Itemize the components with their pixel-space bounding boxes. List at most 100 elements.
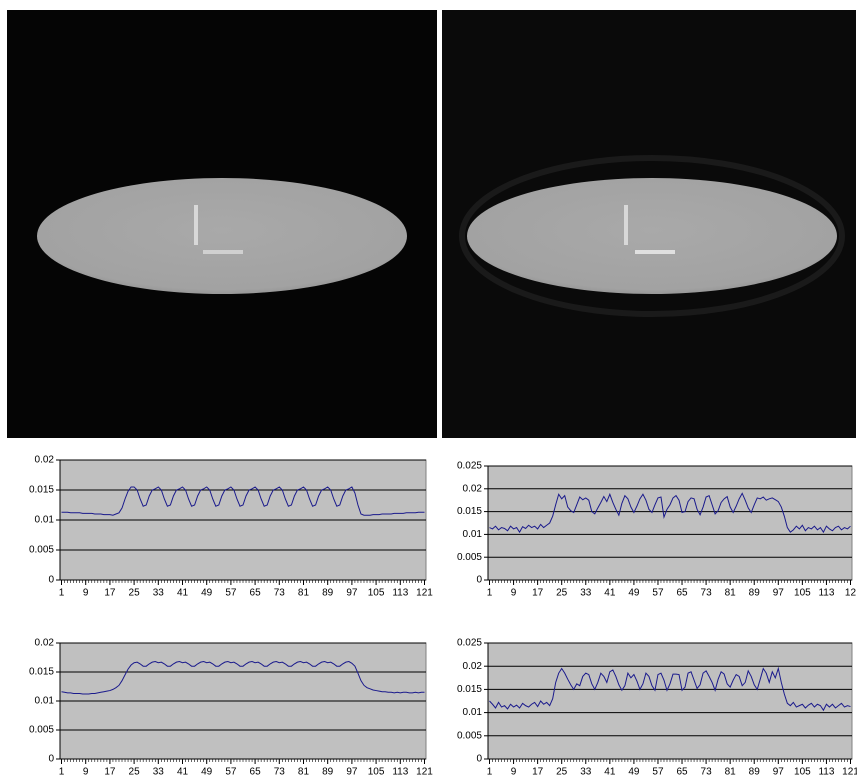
y-tick-label: 0.005 bbox=[29, 545, 54, 556]
left-image bbox=[7, 10, 437, 438]
divider bbox=[438, 10, 441, 438]
x-tick-label: 49 bbox=[201, 588, 213, 599]
plot-area bbox=[487, 642, 853, 760]
x-tick-label: 49 bbox=[628, 767, 640, 778]
phantom-bar bbox=[635, 250, 675, 254]
x-tick-label: 9 bbox=[511, 588, 517, 599]
y-tick-label: 0.015 bbox=[457, 684, 482, 695]
x-tick-label: 57 bbox=[652, 767, 664, 778]
y-tick-label: 0.02 bbox=[463, 661, 483, 672]
y-tick-label: 0.005 bbox=[457, 552, 482, 563]
x-tick-label: 121 bbox=[416, 588, 433, 599]
x-tick-label: 97 bbox=[346, 588, 358, 599]
x-tick-label: 81 bbox=[725, 588, 737, 599]
x-tick-label: 113 bbox=[392, 767, 408, 778]
x-tick-label: 1 bbox=[59, 767, 65, 778]
phantom-bar bbox=[194, 205, 198, 245]
right-image bbox=[442, 10, 856, 438]
x-tick-label: 25 bbox=[129, 767, 141, 778]
x-tick-label: 17 bbox=[532, 767, 544, 778]
x-tick-label: 12 bbox=[845, 588, 857, 599]
x-tick-label: 105 bbox=[794, 767, 811, 778]
chart: 0 0.005 0.01 0.015 0.02 1 9 17 25 33 41 49 57 65 73 81 8… bbox=[29, 638, 433, 778]
x-tick-label: 57 bbox=[652, 588, 664, 599]
chart: 0 0.005 0.01 0.015 0.02 0.025 1 9 17 25 33 41 49 57 65… bbox=[457, 461, 857, 599]
x-tick-label: 17 bbox=[104, 767, 116, 778]
x-tick-label: 89 bbox=[322, 588, 334, 599]
phantom-bar bbox=[624, 205, 628, 245]
x-tick-label: 113 bbox=[818, 767, 834, 778]
x-tick-label: 81 bbox=[725, 767, 737, 778]
x-tick-label: 65 bbox=[676, 767, 688, 778]
x-tick-label: 9 bbox=[83, 767, 89, 778]
x-tick-label: 17 bbox=[104, 588, 116, 599]
y-tick-label: 0.015 bbox=[29, 667, 54, 678]
y-tick-label: 0.01 bbox=[463, 707, 483, 718]
x-tick-label: 73 bbox=[274, 588, 286, 599]
x-tick-label: 121 bbox=[842, 767, 857, 778]
x-tick-label: 33 bbox=[580, 767, 592, 778]
x-tick-label: 57 bbox=[225, 767, 237, 778]
x-tick-label: 121 bbox=[416, 767, 433, 778]
x-tick-label: 81 bbox=[298, 588, 310, 599]
artifact-ring bbox=[459, 155, 845, 317]
chart: 0 0.005 0.01 0.015 0.02 0.025 1 9 17 25 33 41 49 57 65… bbox=[457, 638, 857, 778]
y-tick-label: 0.025 bbox=[457, 638, 482, 649]
y-tick-label: 0.015 bbox=[457, 506, 482, 517]
phantom-bar bbox=[203, 250, 243, 254]
x-tick-label: 97 bbox=[773, 588, 785, 599]
x-tick-label: 73 bbox=[274, 767, 286, 778]
x-tick-label: 41 bbox=[177, 588, 189, 599]
y-tick-label: 0.005 bbox=[457, 730, 482, 741]
y-tick-label: 0 bbox=[476, 575, 482, 586]
y-tick-label: 0.01 bbox=[35, 696, 55, 707]
x-tick-label: 1 bbox=[59, 588, 65, 599]
x-tick-label: 105 bbox=[794, 588, 811, 599]
x-tick-label: 65 bbox=[250, 767, 262, 778]
x-tick-label: 113 bbox=[392, 588, 408, 599]
data-line bbox=[61, 486, 425, 516]
x-tick-label: 1 bbox=[487, 588, 493, 599]
x-tick-label: 65 bbox=[676, 588, 688, 599]
x-tick-label: 17 bbox=[532, 588, 544, 599]
x-tick-label: 97 bbox=[346, 767, 358, 778]
y-tick-label: 0 bbox=[48, 754, 54, 765]
phantom-ellipse bbox=[467, 178, 837, 294]
x-tick-label: 33 bbox=[153, 588, 165, 599]
data-line bbox=[489, 666, 851, 712]
y-tick-label: 0.005 bbox=[29, 725, 54, 736]
plot-area bbox=[487, 465, 853, 581]
x-tick-label: 65 bbox=[250, 588, 262, 599]
phantom-ellipse bbox=[37, 178, 407, 294]
x-tick-label: 9 bbox=[511, 767, 517, 778]
x-tick-label: 89 bbox=[749, 767, 761, 778]
y-tick-label: 0.02 bbox=[463, 483, 483, 494]
x-tick-label: 73 bbox=[701, 588, 713, 599]
y-tick-label: 0 bbox=[48, 575, 54, 586]
x-tick-label: 41 bbox=[604, 588, 616, 599]
x-tick-label: 89 bbox=[322, 767, 334, 778]
x-tick-label: 105 bbox=[368, 767, 385, 778]
y-tick-label: 0.025 bbox=[457, 461, 482, 472]
x-tick-label: 25 bbox=[556, 588, 568, 599]
x-tick-label: 81 bbox=[298, 767, 310, 778]
x-tick-label: 9 bbox=[83, 588, 89, 599]
y-tick-label: 0.015 bbox=[29, 485, 54, 496]
x-tick-label: 89 bbox=[749, 588, 761, 599]
x-tick-label: 33 bbox=[153, 767, 165, 778]
x-tick-label: 49 bbox=[201, 767, 213, 778]
x-tick-label: 41 bbox=[177, 767, 189, 778]
data-line bbox=[61, 661, 425, 695]
y-tick-label: 0.01 bbox=[463, 529, 483, 540]
x-tick-label: 97 bbox=[773, 767, 785, 778]
x-tick-label: 25 bbox=[556, 767, 568, 778]
x-tick-label: 105 bbox=[368, 588, 385, 599]
x-tick-label: 1 bbox=[487, 767, 493, 778]
x-tick-label: 33 bbox=[580, 588, 592, 599]
x-tick-label: 41 bbox=[604, 767, 616, 778]
x-tick-label: 57 bbox=[225, 588, 237, 599]
chart: 0 0.005 0.01 0.015 0.02 1 9 17 25 33 41 49 57 65 73 81 8… bbox=[29, 455, 433, 599]
x-tick-label: 113 bbox=[818, 588, 834, 599]
